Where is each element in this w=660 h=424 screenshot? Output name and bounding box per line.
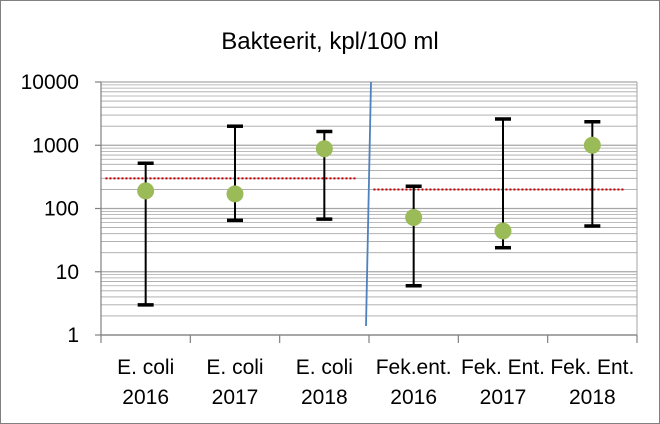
data-point	[137, 182, 155, 200]
y-tick-label: 10000	[21, 71, 79, 94]
group-divider-line	[365, 81, 372, 327]
data-point	[583, 136, 601, 154]
category-label-line1: E. coli	[206, 356, 263, 379]
y-tick-label: 1000	[32, 134, 79, 157]
chart-title: Bakteerit, kpl/100 ml	[221, 28, 438, 55]
category-label-line1: E. coli	[117, 356, 174, 379]
category-label-line2: 2016	[390, 386, 437, 409]
category-label-line2: 2016	[122, 386, 169, 409]
axis-labels: 1 10 100 1000 10000 E. coli 2016 E. coli 2017 E. …	[21, 71, 635, 409]
data-point	[494, 222, 512, 240]
category-label-line1: E. coli	[296, 356, 353, 379]
data-point	[405, 209, 423, 227]
category-label-line2: 2018	[301, 386, 348, 409]
y-tick-label: 10	[56, 261, 79, 284]
y-tick-label: 1	[67, 324, 79, 347]
category-label-line2: 2017	[212, 386, 259, 409]
category-label-line2: 2017	[480, 386, 527, 409]
reference-lines	[105, 177, 624, 191]
category-label-line2: 2018	[569, 386, 616, 409]
category-label-line1: Fek. Ent.	[550, 356, 634, 379]
data-point	[226, 185, 244, 203]
category-label-line1: Fek. Ent.	[461, 356, 545, 379]
y-tick-label: 100	[44, 198, 79, 221]
data-points	[137, 136, 601, 240]
category-label-line1: Fek.ent.	[376, 356, 452, 379]
data-point	[315, 140, 333, 158]
axis-layer	[95, 81, 638, 343]
